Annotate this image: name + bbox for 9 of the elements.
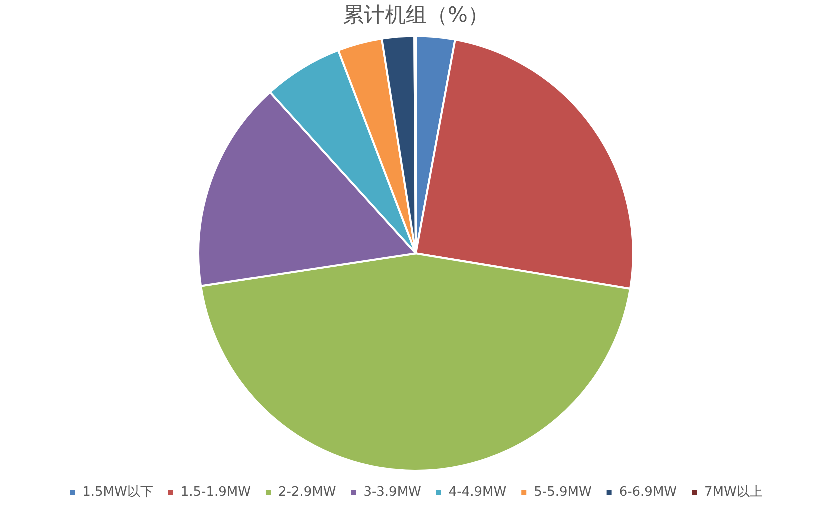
- legend-label: 1.5-1.9MW: [180, 484, 252, 500]
- legend-label: 3-3.9MW: [364, 484, 422, 500]
- legend-label: 7MW以上: [704, 484, 763, 500]
- legend-label: 4-4.9MW: [448, 484, 507, 500]
- legend-label: 6-6.9MW: [619, 484, 678, 500]
- legend-label: 1.5MW以下: [82, 484, 154, 500]
- chart-title: 累计机组（%）: [343, 3, 489, 28]
- legend-label: 5-5.9MW: [534, 484, 592, 500]
- legend-label: 2-2.9MW: [278, 484, 336, 500]
